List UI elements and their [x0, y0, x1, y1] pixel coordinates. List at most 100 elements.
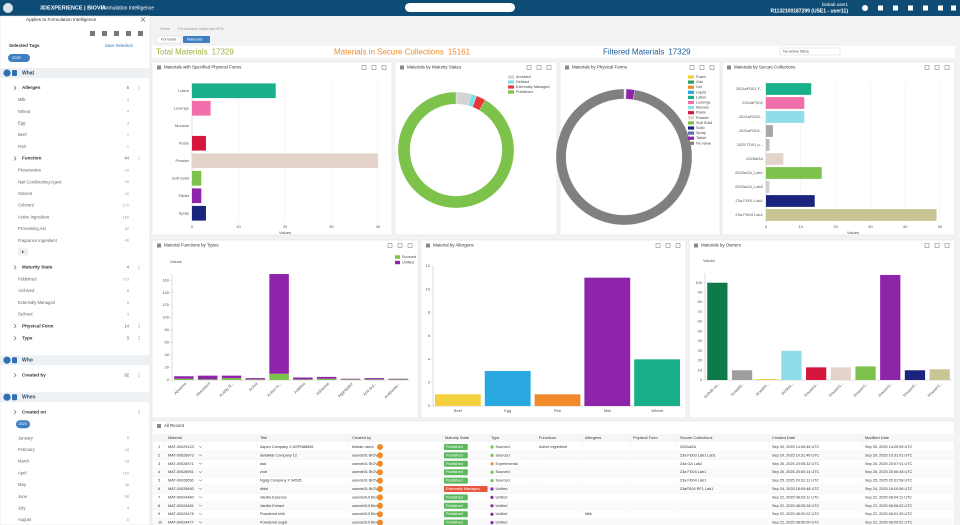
tag-item[interactable]: February	[18, 447, 36, 452]
table-cell[interactable]: MAT-00024481	[168, 504, 194, 508]
help-icon[interactable]	[938, 5, 943, 11]
menu-icon[interactable]	[951, 5, 956, 11]
tag-item[interactable]: May	[18, 482, 27, 487]
bar[interactable]	[192, 170, 202, 186]
bar[interactable]	[766, 209, 937, 221]
column-header[interactable]: Modified Date	[865, 435, 889, 440]
add-icon[interactable]	[878, 5, 883, 11]
expand-chevron[interactable]	[198, 445, 203, 448]
panel-button[interactable]	[709, 65, 715, 70]
close-icon[interactable]	[140, 17, 146, 22]
bar[interactable]	[766, 181, 770, 193]
bar[interactable]	[766, 195, 815, 207]
bar[interactable]	[830, 367, 851, 380]
bar[interactable]	[766, 167, 822, 179]
column-header[interactable]: Maturity State	[445, 435, 469, 440]
tag-item[interactable]: Archived	[18, 288, 35, 293]
search-box[interactable]	[405, 3, 515, 12]
panel-button[interactable]	[665, 243, 671, 248]
bar[interactable]	[766, 125, 773, 137]
bar-segment[interactable]	[388, 378, 408, 380]
bar[interactable]	[766, 139, 770, 151]
tag-item[interactable]: Published	[18, 277, 37, 282]
bar-segment[interactable]	[174, 378, 194, 380]
bar[interactable]	[484, 371, 531, 406]
filter-box[interactable]	[779, 47, 841, 56]
tag-item[interactable]: Wheat	[18, 109, 31, 114]
tag-item[interactable]: Active Ingredient	[18, 214, 50, 219]
panel-button[interactable]	[655, 243, 661, 248]
tag-item[interactable]: Solvent	[18, 191, 33, 196]
panel-button[interactable]	[944, 65, 950, 70]
save-selection[interactable]: Save Selection	[105, 43, 134, 48]
group-toggle[interactable]	[12, 357, 17, 364]
bar-segment[interactable]	[293, 377, 313, 380]
tag-item[interactable]: July	[18, 506, 26, 511]
panel-button[interactable]	[526, 65, 532, 70]
tag-item[interactable]: January	[18, 435, 34, 440]
panel-button[interactable]	[689, 65, 695, 70]
table-cell[interactable]: MAT-00024477	[168, 521, 194, 525]
tag-item[interactable]: Beef	[18, 132, 27, 137]
panel-button[interactable]	[699, 65, 705, 70]
tag-item[interactable]: Fragrance Ingredient	[18, 238, 58, 243]
tab[interactable]	[183, 36, 210, 43]
bar-segment[interactable]	[197, 379, 218, 380]
panel-button[interactable]	[371, 65, 377, 70]
tab[interactable]	[156, 35, 182, 44]
table-cell[interactable]: MAT-00028550	[168, 479, 194, 483]
column-header[interactable]: Secure Collections	[680, 435, 712, 440]
panel-button[interactable]	[536, 65, 542, 70]
tag-item[interactable]: Defined	[18, 312, 33, 317]
bar[interactable]	[584, 277, 631, 406]
chevron[interactable]	[13, 323, 17, 329]
bar[interactable]	[806, 367, 827, 380]
expand-chevron[interactable]	[198, 471, 203, 474]
tag-item[interactable]: April	[18, 470, 26, 475]
bar-segment[interactable]	[245, 378, 266, 380]
bar[interactable]	[192, 153, 378, 169]
bar[interactable]	[756, 379, 777, 380]
tools-icon[interactable]	[923, 5, 928, 11]
column-header[interactable]: Physical Form	[633, 435, 658, 440]
chevron[interactable]	[13, 265, 17, 270]
bar[interactable]	[855, 366, 876, 380]
home-icon[interactable]	[893, 5, 898, 11]
chevron[interactable]	[13, 156, 17, 161]
compass-icon[interactable]	[3, 3, 13, 13]
bar[interactable]	[766, 83, 812, 95]
bar[interactable]	[634, 359, 681, 406]
expand-chevron[interactable]	[198, 462, 203, 465]
bar-segment[interactable]	[221, 378, 242, 380]
panel-button[interactable]	[924, 243, 930, 248]
bar-segment[interactable]	[364, 378, 385, 380]
bar-segment[interactable]	[388, 379, 408, 380]
table-cell[interactable]: MAT-00028973	[168, 453, 194, 457]
panel-button[interactable]	[397, 243, 403, 248]
expand-chevron[interactable]	[198, 521, 203, 524]
bar[interactable]	[192, 83, 276, 99]
tool-icon[interactable]	[138, 31, 143, 36]
tag-chip[interactable]	[8, 54, 30, 62]
bar[interactable]	[192, 188, 202, 204]
table-cell[interactable]: MAT-00028971	[168, 462, 194, 466]
tool-icon[interactable]	[114, 31, 119, 36]
bar[interactable]	[707, 282, 728, 380]
group-toggle[interactable]	[12, 394, 17, 401]
bar-segment[interactable]	[269, 373, 289, 380]
bar[interactable]	[766, 153, 784, 165]
expand-chevron[interactable]	[198, 504, 203, 507]
tag-item[interactable]: Fish	[18, 144, 27, 149]
donut-slice[interactable]	[397, 91, 515, 209]
tool-icon[interactable]	[126, 31, 131, 36]
bar[interactable]	[929, 369, 950, 380]
panel-button[interactable]	[407, 243, 413, 248]
panel-button[interactable]	[381, 65, 387, 70]
table-cell[interactable]: MAT-00028951	[168, 470, 194, 474]
tag-item[interactable]: Milk	[18, 97, 26, 102]
panel-button[interactable]	[934, 65, 940, 70]
bar[interactable]	[434, 394, 481, 406]
tag-item[interactable]: Preservative	[18, 168, 42, 173]
bar-segment[interactable]	[221, 375, 242, 379]
column-header[interactable]: Material	[168, 435, 182, 440]
